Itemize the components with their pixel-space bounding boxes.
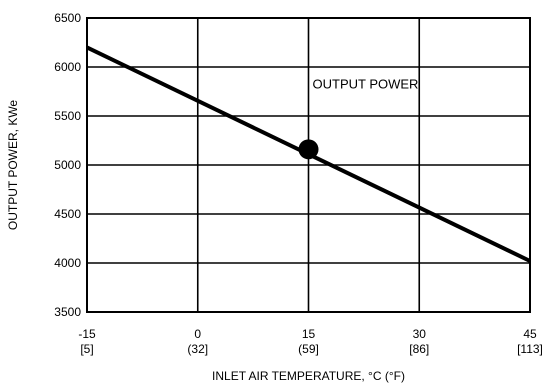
x-tick-labels: -15[5] 0(32] 15(59] 30[86] 45[113] bbox=[78, 327, 543, 356]
x-tick-sublabel: [5] bbox=[80, 342, 93, 356]
x-axis-label: INLET AIR TEMPERATURE, °C (°F) bbox=[212, 369, 405, 383]
x-tick-sublabel: [86] bbox=[409, 342, 429, 356]
x-tick-sublabel: [113] bbox=[517, 342, 543, 356]
y-tick-labels: 3500 4000 4500 5000 5500 6000 6500 bbox=[54, 11, 81, 319]
x-tick-sublabel: (59] bbox=[298, 342, 319, 356]
y-tick-label: 5000 bbox=[54, 158, 81, 172]
rated-point-marker bbox=[298, 139, 319, 160]
y-axis-label: OUTPUT POWER, KWe bbox=[6, 100, 20, 231]
y-tick-label: 5500 bbox=[54, 109, 81, 123]
x-tick-label: 45 bbox=[523, 327, 537, 341]
y-tick-label: 3500 bbox=[54, 305, 81, 319]
plot-frame bbox=[86, 17, 531, 313]
x-tick-sublabel: (32] bbox=[187, 342, 208, 356]
x-tick-label: 30 bbox=[413, 327, 427, 341]
x-tick-label: 15 bbox=[302, 327, 316, 341]
series-annotation: OUTPUT POWER bbox=[313, 76, 419, 91]
grid-lines bbox=[86, 17, 531, 313]
y-tick-label: 6500 bbox=[54, 11, 81, 25]
y-tick-label: 4500 bbox=[54, 207, 81, 221]
x-tick-label: -15 bbox=[78, 327, 96, 341]
x-tick-label: 0 bbox=[194, 327, 201, 341]
y-tick-label: 4000 bbox=[54, 256, 81, 270]
y-tick-label: 6000 bbox=[54, 60, 81, 74]
